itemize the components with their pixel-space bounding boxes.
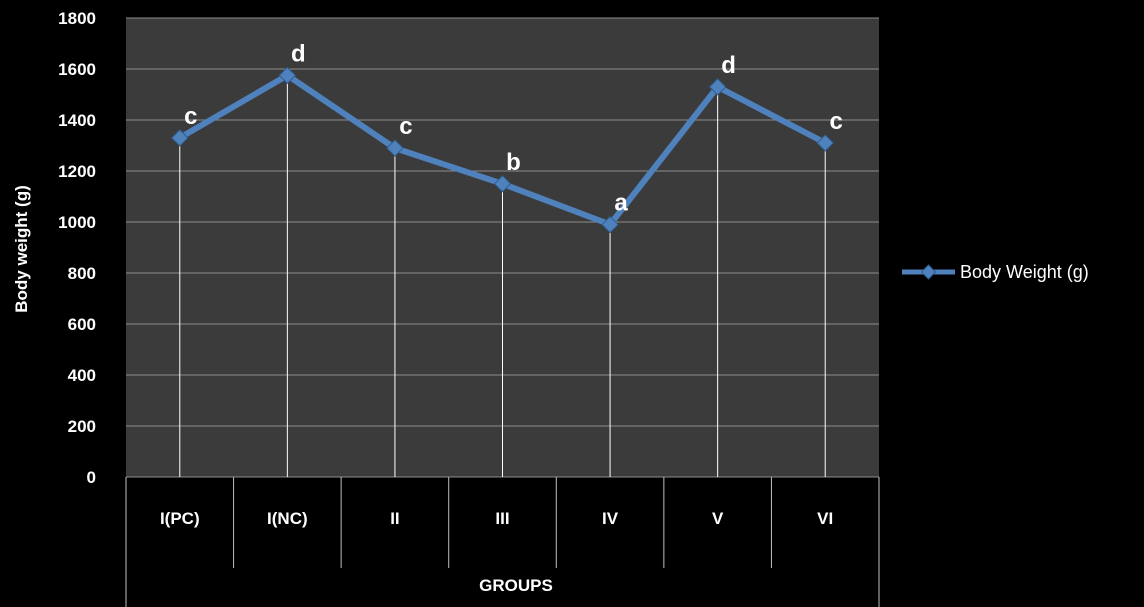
drop-lines [179,75,826,477]
y-tick-label: 1400 [58,111,96,130]
legend-label: Body Weight (g) [960,262,1089,282]
data-point-marker [171,129,189,147]
y-tick-label: 400 [68,366,96,385]
category-label: IV [602,509,619,528]
y-axis-title: Body weight (g) [12,185,31,312]
series-markers [171,66,834,234]
data-label: d [721,52,736,79]
data-point-marker [816,134,834,152]
category-label: V [712,509,724,528]
data-point-marker [386,139,404,157]
y-tick-label: 1600 [58,60,96,79]
legend-marker-diamond [920,264,937,280]
data-labels: c d c b a d c [184,40,843,216]
data-label: c [399,113,412,140]
y-tick-label: 1800 [58,9,96,28]
data-label: a [614,190,628,217]
y-tick-label: 800 [68,264,96,283]
y-tick-label: 1200 [58,162,96,181]
data-point-marker [601,215,619,234]
data-label: c [830,108,843,135]
data-point-marker [708,78,727,96]
data-point-marker [278,66,297,85]
legend: Body Weight (g) [902,262,1089,282]
data-label: c [184,103,197,130]
y-tick-label: 0 [87,468,96,487]
x-axis-title: GROUPS [479,576,553,595]
category-label: VI [817,509,833,528]
category-label: I(NC) [267,509,308,528]
y-tick-label: 600 [68,315,96,334]
y-tick-label: 200 [68,417,96,436]
data-label: d [291,40,306,67]
category-label: III [495,509,509,528]
category-table [125,477,880,607]
x-axis-category-labels: I(PC) I(NC) II III IV V VI [160,509,833,528]
category-label: I(PC) [160,509,200,528]
category-label: II [390,509,399,528]
data-label: b [506,149,521,176]
y-tick-label: 1000 [58,213,96,232]
data-point-marker [493,175,512,193]
y-axis-tick-labels: 0 200 400 600 800 1000 1200 1400 1600 1800 [58,9,96,487]
